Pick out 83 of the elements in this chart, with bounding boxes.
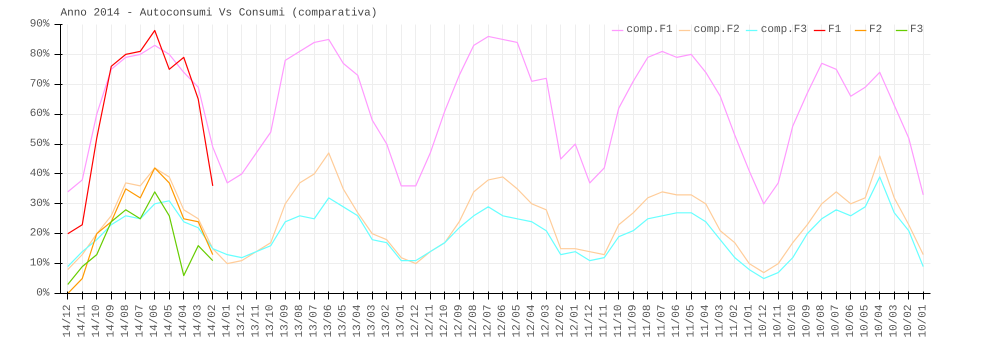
x-tick-label: 10/02 — [902, 304, 915, 338]
line-series — [67, 167, 214, 294]
x-tick-label: 13/02 — [380, 304, 393, 338]
x-tick-label: 12/01 — [569, 304, 582, 338]
x-tick-label: 13/08 — [294, 304, 306, 338]
y-tick-label: 20% — [30, 228, 50, 240]
x-tick-label: 12/06 — [496, 304, 509, 338]
x-tick-label: 12/09 — [453, 304, 466, 338]
x-tick-label: 14/01 — [221, 304, 234, 338]
x-tick-label: 12/03 — [540, 304, 552, 338]
x-tick-label: 13/04 — [352, 304, 364, 338]
line-series — [67, 152, 924, 274]
x-tick-label: 10/08 — [816, 304, 828, 338]
y-tick-label: 0% — [36, 288, 50, 300]
x-tick-label: 13/03 — [366, 304, 378, 338]
x-tick-label: 14/05 — [163, 304, 176, 338]
line-series — [67, 191, 214, 286]
y-tick-label: 90% — [30, 18, 50, 30]
x-tick-label: 11/09 — [627, 304, 640, 338]
y-tick-label: 10% — [30, 258, 50, 270]
x-tick-label: 12/05 — [511, 304, 524, 338]
x-tick-label: 13/07 — [308, 304, 320, 338]
y-tick-label: 70% — [30, 78, 50, 90]
legend-label: comp.F3 — [760, 24, 807, 36]
x-tick-label: 14/11 — [76, 304, 88, 338]
x-tick-label: 13/12 — [236, 304, 248, 338]
legend-label: comp.F2 — [694, 24, 740, 36]
y-tick-label: 80% — [30, 48, 50, 60]
x-tick-label: 14/02 — [206, 304, 219, 338]
x-tick-label: 12/04 — [526, 304, 538, 338]
x-tick-label: 14/09 — [105, 304, 118, 338]
x-tick-label: 11/05 — [685, 304, 698, 338]
line-series — [67, 176, 924, 280]
chart-title: Anno 2014 - Autoconsumi Vs Consumi (comparativa) — [60, 8, 378, 20]
x-tick-label: 12/11 — [424, 304, 436, 338]
line-series — [67, 36, 924, 204]
x-tick-label: 14/06 — [148, 304, 161, 338]
y-tick-label: 30% — [30, 198, 50, 210]
line-series — [67, 30, 214, 234]
x-tick-label: 14/04 — [178, 304, 190, 338]
x-tick-label: 10/11 — [772, 304, 784, 338]
x-tick-label: 12/12 — [410, 304, 422, 338]
x-tick-label: 12/08 — [468, 304, 480, 338]
y-tick-label: 40% — [30, 168, 50, 180]
x-tick-label: 10/12 — [758, 304, 770, 338]
x-tick-label: 11/03 — [714, 304, 726, 338]
x-tick-label: 11/01 — [743, 304, 756, 338]
x-tick-label: 10/03 — [888, 304, 900, 338]
x-tick-label: 10/07 — [830, 304, 842, 338]
x-tick-label: 12/02 — [554, 304, 567, 338]
x-tick-label: 11/08 — [642, 304, 654, 338]
legend-label: F2 — [869, 24, 884, 36]
x-tick-label: 12/10 — [438, 304, 451, 338]
x-tick-label: 11/12 — [584, 304, 596, 338]
x-tick-label: 13/10 — [264, 304, 277, 338]
x-tick-label: 13/09 — [279, 304, 292, 338]
x-tick-label: 13/05 — [337, 304, 350, 338]
y-tick-label: 60% — [30, 108, 50, 120]
x-tick-label: 11/04 — [700, 304, 712, 338]
x-tick-label: 14/12 — [62, 304, 74, 338]
x-tick-label: 13/11 — [250, 304, 262, 338]
x-tick-label: 10/06 — [844, 304, 857, 338]
x-tick-label: 10/05 — [859, 304, 872, 338]
x-tick-label: 14/07 — [134, 304, 146, 338]
x-tick-label: 10/09 — [801, 304, 814, 338]
x-tick-label: 10/10 — [786, 304, 799, 338]
x-tick-label: 11/10 — [612, 304, 625, 338]
x-tick-label: 11/07 — [656, 304, 668, 338]
y-tick-label: 50% — [30, 138, 50, 150]
x-tick-label: 12/07 — [482, 304, 494, 338]
legend-label: F3 — [910, 24, 924, 36]
x-tick-label: 11/06 — [670, 304, 683, 338]
x-tick-label: 14/03 — [192, 304, 204, 338]
x-tick-label: 11/11 — [598, 304, 610, 338]
x-tick-label: 10/01 — [917, 304, 930, 338]
x-tick-label: 11/02 — [728, 304, 741, 338]
legend-label: comp.F1 — [626, 24, 673, 36]
x-tick-label: 14/10 — [90, 304, 103, 338]
legend-label: F1 — [828, 24, 842, 36]
x-tick-label: 10/04 — [874, 304, 886, 338]
x-tick-label: 13/06 — [322, 304, 335, 338]
x-tick-label: 13/01 — [395, 304, 408, 338]
x-tick-label: 14/08 — [120, 304, 132, 338]
